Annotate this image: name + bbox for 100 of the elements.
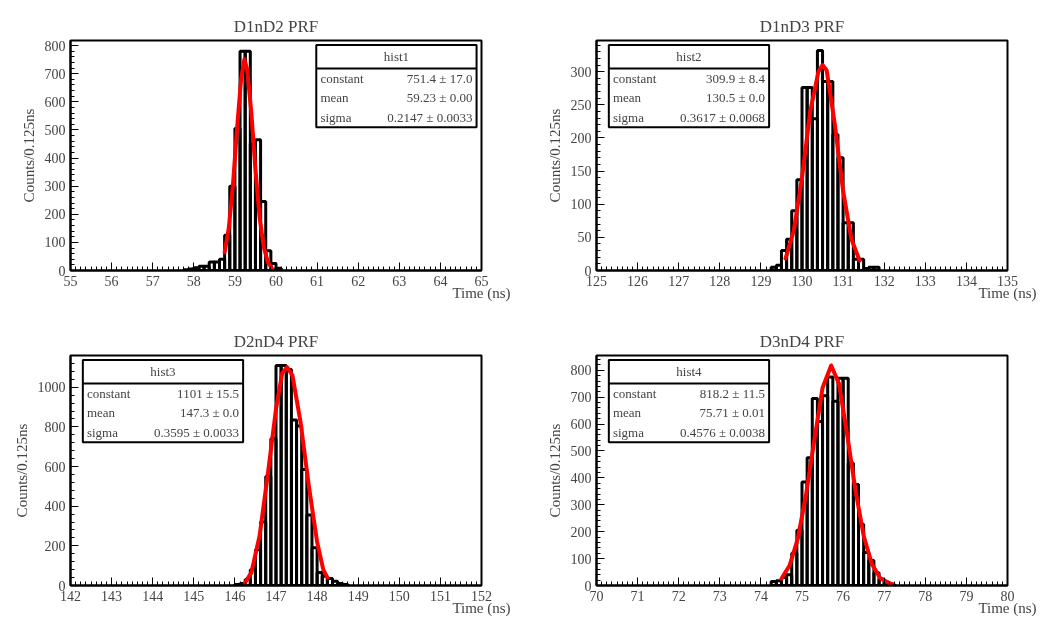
y-tick-label: 300	[570, 497, 592, 513]
x-tick-label: 64	[433, 273, 448, 289]
x-tick-label: 75	[795, 588, 809, 604]
annotation: constant	[612, 70, 657, 86]
x-tick-label: 145	[183, 588, 205, 604]
y-tick-label: 0	[58, 263, 66, 279]
x-tick-label: 78	[918, 588, 933, 604]
y-tick-label: 500	[570, 444, 592, 459]
annotation: hist1	[383, 49, 410, 65]
chart-title: D2nD4 PRF	[233, 331, 319, 351]
y-tick-label: 600	[44, 459, 66, 475]
y-tick-label: 800	[44, 38, 66, 54]
x-tick-label: 79	[959, 588, 974, 604]
x-tick-label: 135	[997, 273, 1018, 289]
y-tick-label: 100	[570, 197, 592, 213]
x-tick-label: 126	[627, 273, 649, 289]
x-tick-label: 62	[351, 273, 366, 289]
x-tick-label: 72	[671, 588, 686, 604]
x-tick-label: 151	[429, 588, 451, 604]
y-axis-title: Counts/0.125ns	[546, 423, 563, 518]
y-tick-label: 800	[44, 419, 66, 435]
y-tick-label: 100	[44, 235, 66, 251]
x-tick-label: 131	[832, 273, 854, 289]
y-tick-label: 200	[44, 538, 66, 554]
y-tick-label: 400	[44, 499, 66, 515]
y-tick-label: 100	[570, 551, 592, 567]
annotation: 1101 ± 15.5	[177, 385, 240, 401]
annotation: hist4	[676, 364, 703, 380]
annotation: hist3	[150, 364, 176, 380]
x-tick-label: 58	[186, 273, 201, 289]
x-tick-label: 148	[306, 588, 328, 604]
x-tick-label: 149	[347, 588, 369, 604]
annotation: mean	[86, 405, 116, 421]
x-tick-label: 63	[392, 273, 407, 289]
y-tick-label: 200	[44, 207, 66, 223]
x-tick-label: 59	[227, 273, 242, 289]
y-tick-label: 0	[584, 578, 592, 594]
y-tick-label: 700	[570, 390, 592, 406]
chart-title: D3nD4 PRF	[759, 331, 845, 351]
annotation: mean	[612, 90, 642, 106]
x-tick-label: 80	[1000, 588, 1015, 604]
x-tick-label: 61	[310, 273, 325, 289]
x-tick-label: 130	[791, 273, 813, 289]
annotation: 0.3617 ± 0.0068	[679, 109, 766, 125]
annotation: 309.9 ± 8.4	[705, 70, 766, 86]
annotation: sigma	[86, 424, 119, 440]
annotation: 130.5 ± 0.0	[705, 90, 766, 106]
y-tick-label: 300	[44, 179, 66, 195]
y-tick-label: 250	[570, 97, 592, 113]
x-tick-label: 150	[388, 588, 410, 604]
x-tick-label: 134	[955, 273, 977, 289]
annotation: constant	[86, 385, 131, 401]
annotation: hist2	[676, 49, 702, 65]
y-tick-label: 50	[577, 230, 592, 246]
annotation: constant	[612, 385, 657, 401]
x-tick-label: 128	[709, 273, 731, 289]
y-tick-label: 300	[570, 64, 592, 80]
annotation: 0.2147 ± 0.0033	[387, 109, 473, 125]
x-tick-label: 129	[750, 273, 772, 289]
y-tick-label: 600	[44, 94, 66, 110]
x-tick-label: 146	[224, 588, 246, 604]
x-tick-label: 57	[145, 273, 160, 289]
annotation: mean	[612, 405, 642, 421]
annotation: 818.2 ± 11.5	[699, 385, 766, 401]
x-tick-label: 132	[873, 273, 895, 289]
x-tick-label: 76	[836, 588, 851, 604]
x-tick-label: 56	[104, 273, 119, 289]
annotation: sigma	[612, 424, 645, 440]
x-tick-label: 133	[914, 273, 936, 289]
x-tick-label: 74	[753, 588, 768, 604]
chart-title: D1nD3 PRF	[759, 16, 845, 36]
y-axis-title: Counts/0.125ns	[20, 108, 37, 203]
y-tick-label: 1000	[37, 380, 66, 396]
x-tick-label: 73	[712, 588, 727, 604]
x-tick-label: 127	[668, 273, 690, 289]
annotation: 147.3 ± 0.0	[179, 405, 240, 421]
chart-title: D1nD2 PRF	[233, 16, 319, 36]
annotation: 751.4 ± 17.0	[406, 70, 473, 86]
y-tick-label: 700	[44, 66, 66, 82]
y-tick-label: 400	[570, 470, 592, 486]
y-tick-label: 150	[570, 164, 592, 180]
annotation: 0.3595 ± 0.0033	[153, 424, 240, 440]
x-tick-label: 152	[471, 588, 492, 604]
y-tick-label: 800	[570, 363, 592, 379]
x-tick-label: 147	[265, 588, 287, 604]
y-tick-label: 200	[570, 130, 592, 146]
annotation: 0.4576 ± 0.0038	[679, 424, 766, 440]
y-tick-label: 500	[44, 122, 66, 138]
y-axis-title: Counts/0.125ns	[13, 423, 30, 518]
annotation: mean	[320, 90, 350, 106]
annotation: constant	[320, 70, 365, 86]
x-tick-label: 65	[474, 273, 489, 289]
annotation: 59.23 ± 0.00	[406, 90, 473, 106]
y-axis-title: Counts/0.125ns	[546, 108, 563, 203]
y-tick-label: 600	[570, 417, 592, 433]
annotation: 75.71 ± 0.01	[699, 405, 766, 421]
y-tick-label: 200	[570, 524, 592, 540]
y-tick-label: 400	[44, 151, 66, 167]
x-tick-label: 71	[630, 588, 645, 604]
x-tick-label: 143	[101, 588, 123, 604]
